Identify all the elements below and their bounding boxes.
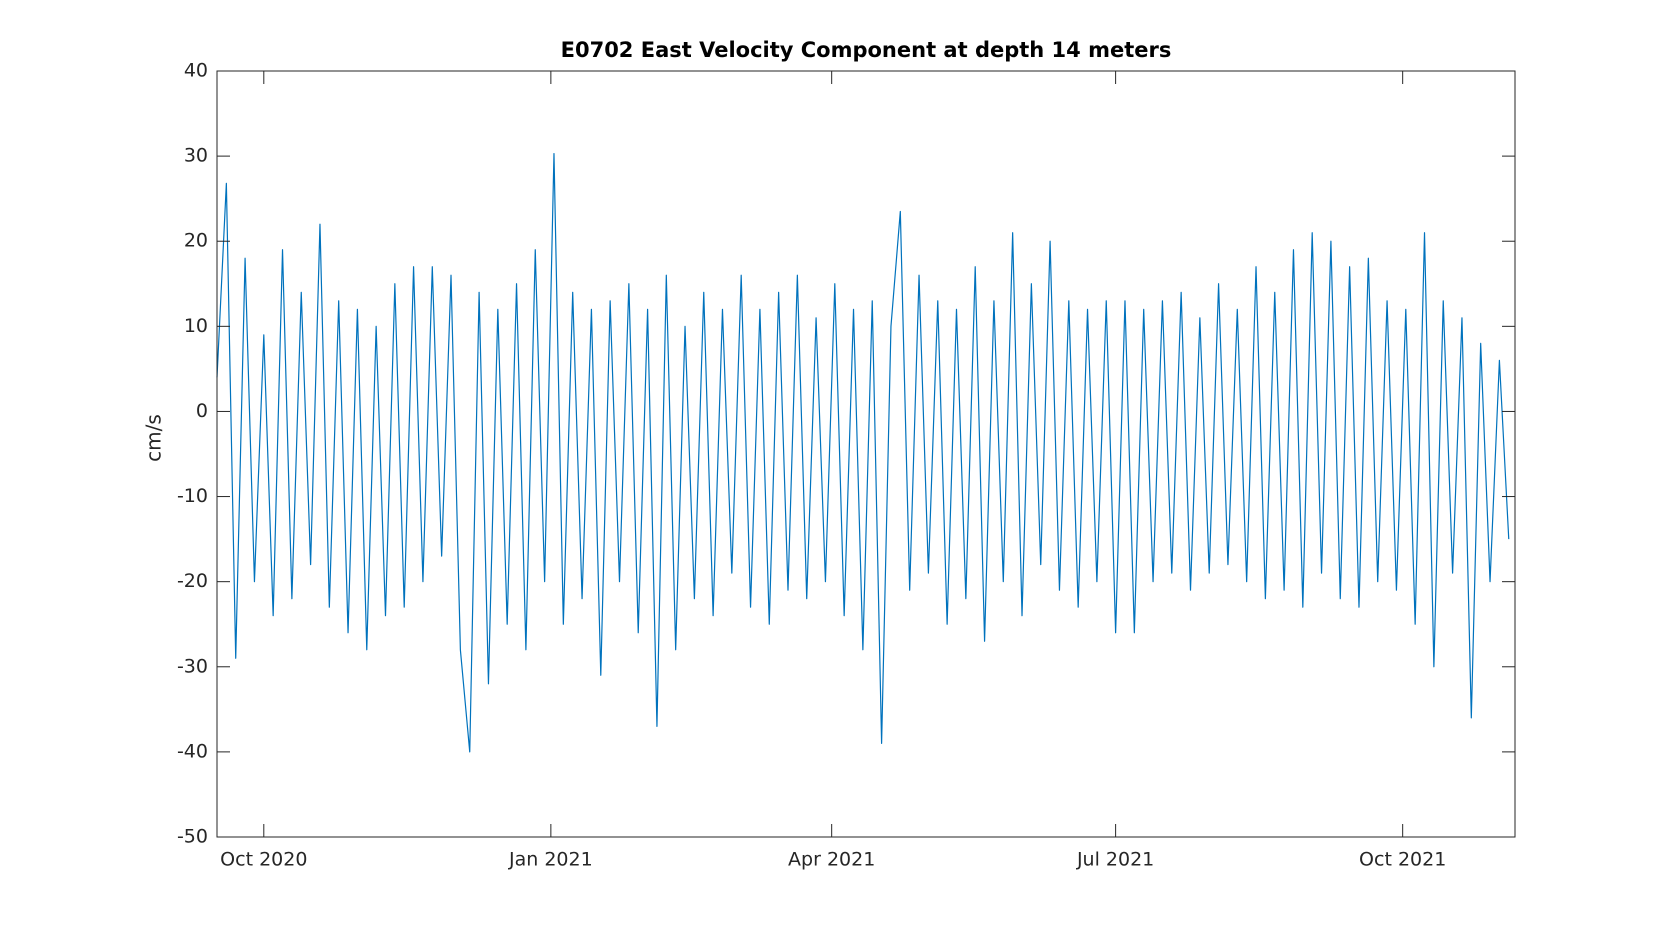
y-tick-label: 40 [184, 60, 208, 82]
y-tick-label: -50 [177, 826, 208, 848]
x-tick-label: Jan 2021 [508, 849, 593, 871]
plot-area [217, 71, 1515, 837]
data-line [216, 152, 1510, 753]
x-tick-label: Oct 2021 [1359, 849, 1446, 871]
axes-box [216, 70, 1516, 838]
y-tick-label: 0 [196, 400, 208, 422]
y-tick-label: 30 [184, 145, 208, 167]
x-tick-label: Jul 2021 [1076, 849, 1154, 871]
y-tick-label: -30 [177, 655, 208, 677]
y-axis-label: cm/s [142, 414, 166, 462]
y-tick-label: -20 [177, 570, 208, 592]
x-tick-label: Apr 2021 [788, 849, 875, 871]
y-tick-label: -10 [177, 485, 208, 507]
y-tick-label: 20 [184, 230, 208, 252]
x-tick-label: Oct 2020 [220, 849, 307, 871]
y-tick-label: 10 [184, 315, 208, 337]
chart-title: E0702 East Velocity Component at depth 1… [561, 38, 1172, 62]
y-tick-label: -40 [177, 740, 208, 762]
